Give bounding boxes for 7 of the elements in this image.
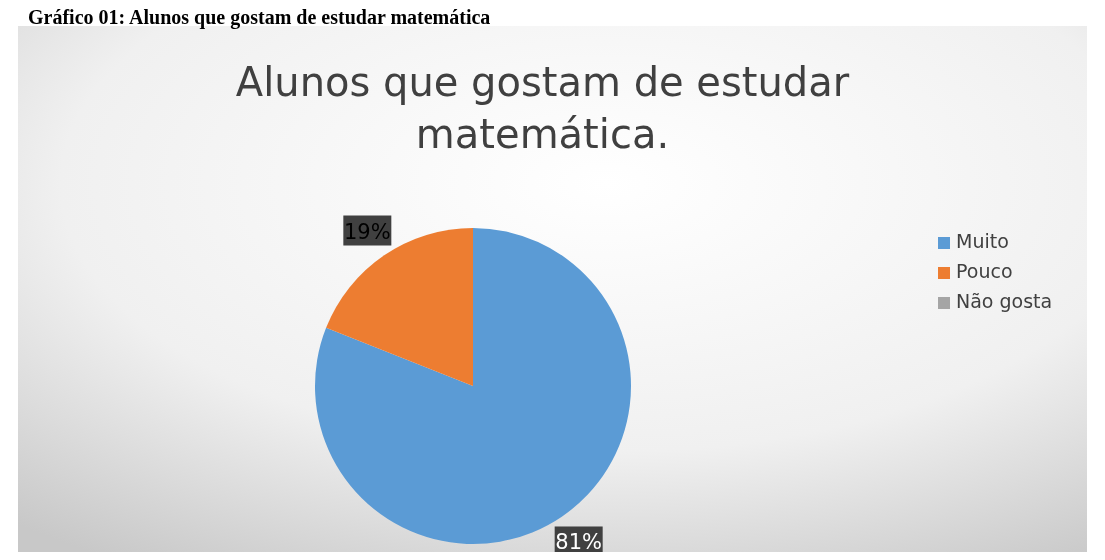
legend-label: Pouco bbox=[956, 260, 1013, 282]
legend-label: Não gosta bbox=[956, 290, 1053, 312]
data-label: 19% bbox=[343, 219, 391, 244]
legend-label: Muito bbox=[956, 230, 1009, 252]
data-label: 81% bbox=[555, 530, 603, 555]
text: Gráfico 01: Alunos que gostam de estudar matemática bbox=[28, 6, 491, 29]
chart-title: Alunos que gostam de estudar matemática. bbox=[235, 59, 850, 157]
